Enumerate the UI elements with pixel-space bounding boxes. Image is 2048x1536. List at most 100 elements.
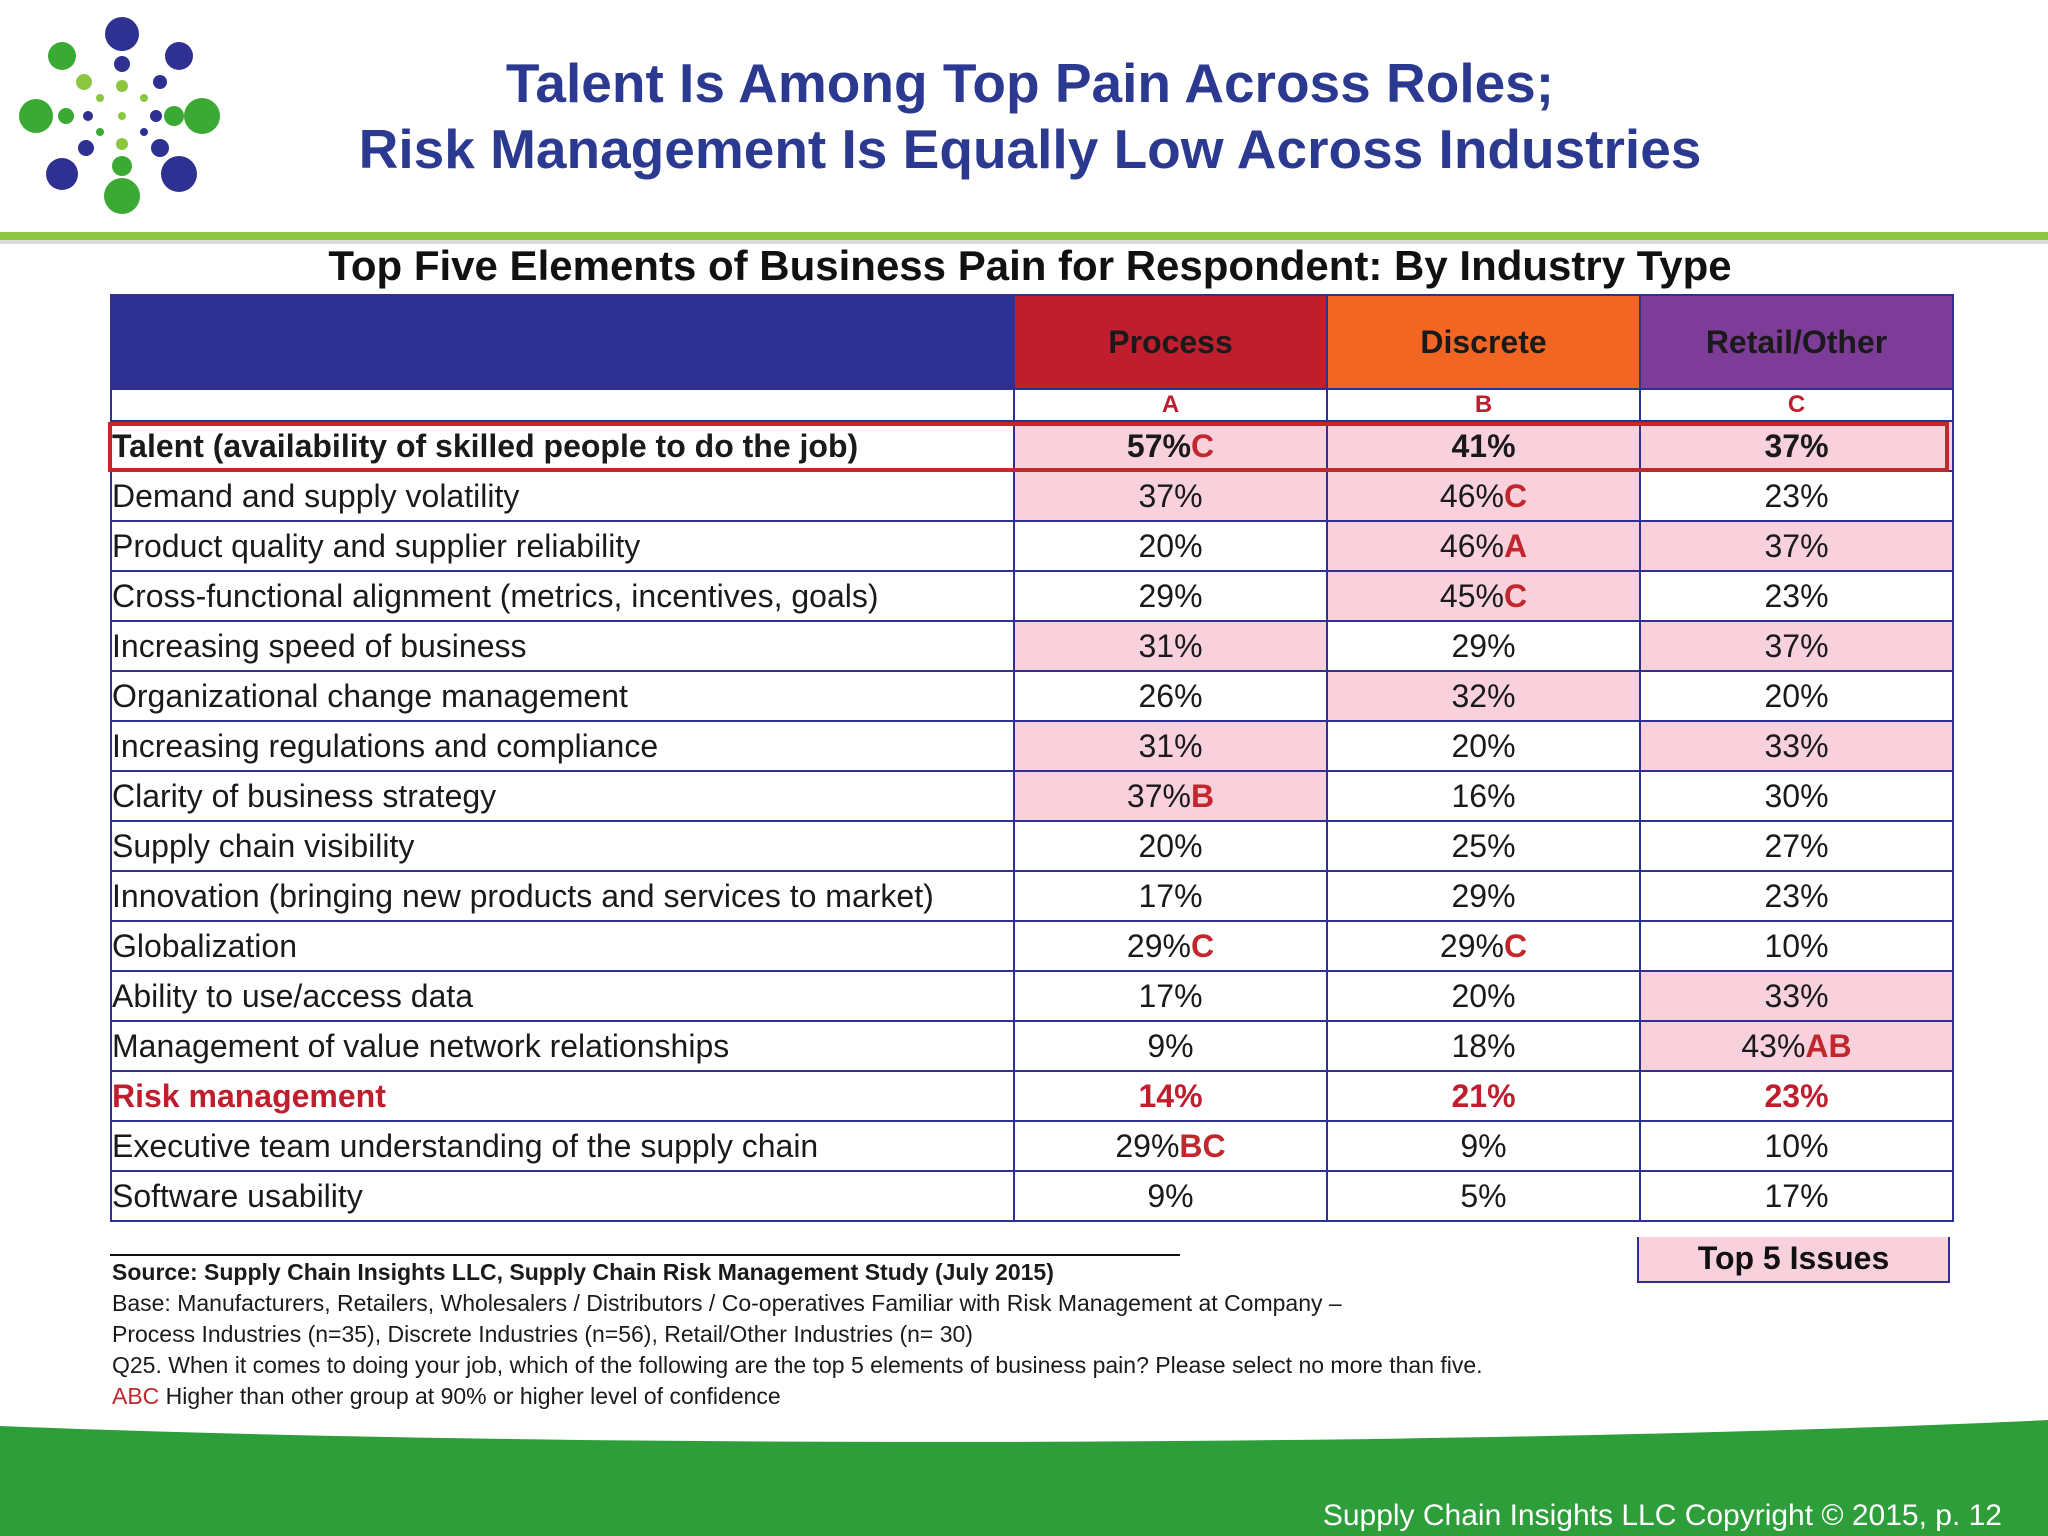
table-row: Executive team understanding of the supp… bbox=[110, 1120, 1954, 1172]
percent-value: 17% bbox=[1138, 877, 1203, 914]
percent-value: 16% bbox=[1451, 777, 1516, 814]
value-cell-b: 41% bbox=[1326, 420, 1641, 472]
significance-marker: C bbox=[1503, 927, 1528, 964]
base-note-line-2: Process Industries (n=35), Discrete Indu… bbox=[112, 1321, 973, 1347]
slide-title-line-2: Risk Management Is Equally Low Across In… bbox=[358, 118, 1702, 180]
value-cell-a: 29%C bbox=[1013, 920, 1328, 972]
table-row: Globalization 29%C 29%C 10% bbox=[110, 920, 1954, 972]
percent-value: 29% bbox=[1115, 1127, 1180, 1164]
value-cell-c: 23% bbox=[1639, 470, 1954, 522]
slide-title: Talent Is Among Top Pain Across Roles; R… bbox=[260, 50, 1800, 182]
significance-marker: C bbox=[1503, 577, 1528, 614]
footer-copyright: Supply Chain Insights LLC Copyright © 20… bbox=[1322, 1499, 2002, 1532]
row-label: Supply chain visibility bbox=[110, 820, 1015, 872]
value-cell-b: 20% bbox=[1326, 720, 1641, 772]
value-cell-c: 23% bbox=[1639, 570, 1954, 622]
row-label: Clarity of business strategy bbox=[110, 770, 1015, 822]
percent-value: 25% bbox=[1451, 827, 1516, 864]
table-row: Organizational change management 26% 32% 20… bbox=[110, 670, 1954, 722]
value-cell-a: 20% bbox=[1013, 520, 1328, 572]
row-label: Globalization bbox=[110, 920, 1015, 972]
value-cell-a: 29%BC bbox=[1013, 1120, 1328, 1172]
percent-value: 37% bbox=[1764, 627, 1829, 664]
row-label: Talent (availability of skilled people t… bbox=[110, 420, 1015, 472]
column-header-retail-other: Retail/Other bbox=[1639, 294, 1954, 390]
percent-value: 29% bbox=[1451, 627, 1516, 664]
significance-marker: BC bbox=[1179, 1127, 1226, 1164]
value-cell-b: 21% bbox=[1326, 1070, 1641, 1122]
value-cell-c: 27% bbox=[1639, 820, 1954, 872]
row-label: Management of value network relationship… bbox=[110, 1020, 1015, 1072]
significance-letters: ABC bbox=[112, 1383, 160, 1409]
pain-points-table: Process Discrete Retail/Other A B C Tale… bbox=[110, 294, 1954, 1222]
percent-value: 57% bbox=[1126, 427, 1191, 464]
question-note: Q25. When it comes to doing your job, wh… bbox=[112, 1352, 1483, 1378]
table-row: Supply chain visibility 20% 25% 27% bbox=[110, 820, 1954, 872]
percent-value: 37% bbox=[1764, 427, 1829, 464]
significance-note: ABC Higher than other group at 90% or hi… bbox=[112, 1381, 1672, 1412]
significance-marker: B bbox=[1190, 777, 1215, 814]
significance-marker: C bbox=[1190, 927, 1215, 964]
percent-value: 29% bbox=[1451, 877, 1516, 914]
percent-value: 43% bbox=[1741, 1027, 1806, 1064]
percent-value: 17% bbox=[1138, 977, 1203, 1014]
row-label: Increasing speed of business bbox=[110, 620, 1015, 672]
row-label: Cross-functional alignment (metrics, inc… bbox=[110, 570, 1015, 622]
table-row: Risk management 14% 21% 23% bbox=[110, 1070, 1954, 1122]
percent-value: 14% bbox=[1138, 1077, 1203, 1114]
percent-value: 9% bbox=[1460, 1127, 1507, 1164]
percent-value: 31% bbox=[1138, 627, 1203, 664]
table-row: Clarity of business strategy 37%B 16% 30% bbox=[110, 770, 1954, 822]
value-cell-b: 25% bbox=[1326, 820, 1641, 872]
percent-value: 46% bbox=[1439, 527, 1504, 564]
column-letter-c: C bbox=[1639, 388, 1954, 422]
percent-value: 9% bbox=[1147, 1177, 1194, 1214]
value-cell-a: 37%B bbox=[1013, 770, 1328, 822]
table-row: Software usability 9% 5% 17% bbox=[110, 1170, 1954, 1222]
percent-value: 23% bbox=[1764, 1077, 1829, 1114]
row-label: Increasing regulations and compliance bbox=[110, 720, 1015, 772]
value-cell-b: 46%C bbox=[1326, 470, 1641, 522]
value-cell-b: 29%C bbox=[1326, 920, 1641, 972]
table-row: Product quality and supplier reliability… bbox=[110, 520, 1954, 572]
table-header-row: Process Discrete Retail/Other bbox=[110, 294, 1954, 390]
row-label: Product quality and supplier reliability bbox=[110, 520, 1015, 572]
percent-value: 18% bbox=[1451, 1027, 1516, 1064]
percent-value: 17% bbox=[1764, 1177, 1829, 1214]
percent-value: 23% bbox=[1764, 477, 1829, 514]
value-cell-a: 17% bbox=[1013, 870, 1328, 922]
percent-value: 29% bbox=[1138, 577, 1203, 614]
column-letter-blank bbox=[110, 388, 1015, 422]
percent-value: 20% bbox=[1138, 827, 1203, 864]
percent-value: 23% bbox=[1764, 877, 1829, 914]
value-cell-a: 20% bbox=[1013, 820, 1328, 872]
percent-value: 20% bbox=[1138, 527, 1203, 564]
value-cell-b: 16% bbox=[1326, 770, 1641, 822]
significance-marker: C bbox=[1190, 427, 1215, 464]
percent-value: 20% bbox=[1451, 727, 1516, 764]
footnotes: Source: Supply Chain Insights LLC, Suppl… bbox=[112, 1257, 1672, 1412]
value-cell-a: 31% bbox=[1013, 720, 1328, 772]
row-label: Innovation (bringing new products and se… bbox=[110, 870, 1015, 922]
value-cell-a: 9% bbox=[1013, 1170, 1328, 1222]
significance-marker: C bbox=[1503, 477, 1528, 514]
percent-value: 10% bbox=[1764, 1127, 1829, 1164]
value-cell-a: 29% bbox=[1013, 570, 1328, 622]
value-cell-a: 26% bbox=[1013, 670, 1328, 722]
slide-title-line-1: Talent Is Among Top Pain Across Roles; bbox=[505, 52, 1555, 114]
value-cell-c: 23% bbox=[1639, 1070, 1954, 1122]
value-cell-c: 17% bbox=[1639, 1170, 1954, 1222]
value-cell-c: 33% bbox=[1639, 720, 1954, 772]
percent-value: 20% bbox=[1451, 977, 1516, 1014]
value-cell-c: 37% bbox=[1639, 620, 1954, 672]
value-cell-b: 5% bbox=[1326, 1170, 1641, 1222]
source-note: Source: Supply Chain Insights LLC, Suppl… bbox=[112, 1259, 1054, 1285]
value-cell-c: 23% bbox=[1639, 870, 1954, 922]
percent-value: 26% bbox=[1138, 677, 1203, 714]
table-title: Top Five Elements of Business Pain for R… bbox=[328, 242, 1732, 289]
percent-value: 32% bbox=[1451, 677, 1516, 714]
value-cell-b: 32% bbox=[1326, 670, 1641, 722]
table-row: Increasing speed of business 31% 29% 37% bbox=[110, 620, 1954, 672]
row-label: Executive team understanding of the supp… bbox=[110, 1120, 1015, 1172]
table-row: Innovation (bringing new products and se… bbox=[110, 870, 1954, 922]
